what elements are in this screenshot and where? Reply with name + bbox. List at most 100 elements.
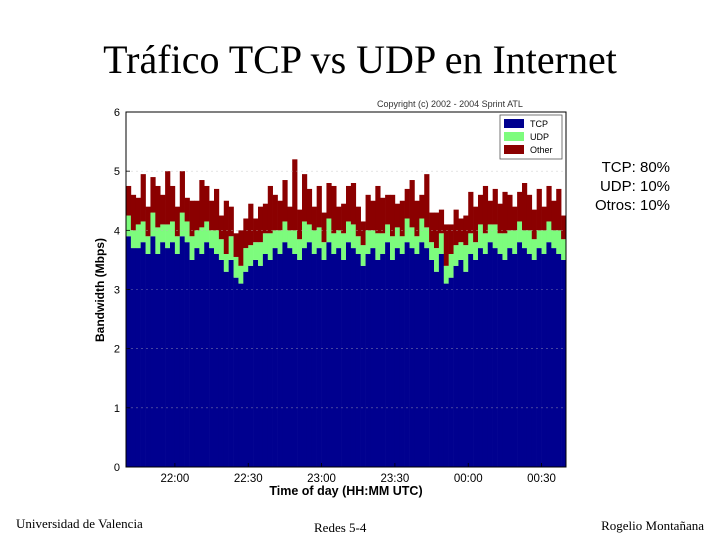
bar-other-20 (223, 200, 229, 254)
bar-udp-28 (262, 233, 269, 254)
bar-tcp-62 (429, 259, 435, 467)
bar-tcp-46 (350, 248, 357, 467)
bar-tcp-22 (233, 277, 239, 467)
bar-udp-23 (238, 265, 244, 284)
bar-udp-32 (282, 221, 288, 243)
bar-other-46 (350, 183, 357, 225)
bar-other-42 (331, 185, 337, 234)
bar-tcp-14 (194, 248, 200, 467)
bar-udp-38 (311, 230, 317, 254)
bar-udp-74 (487, 224, 493, 243)
bar-udp-37 (306, 224, 313, 243)
bar-udp-15 (199, 227, 205, 254)
bar-udp-87 (551, 230, 557, 249)
bar-udp-63 (434, 248, 440, 272)
bars-group (126, 159, 567, 467)
bar-other-24 (243, 218, 249, 249)
bar-tcp-3 (140, 242, 146, 467)
bar-udp-39 (316, 227, 322, 249)
bar-tcp-18 (214, 254, 220, 467)
bar-other-89 (561, 215, 567, 240)
chart-copyright: Copyright (c) 2002 - 2004 Sprint ATL (377, 99, 523, 109)
bar-tcp-36 (302, 248, 308, 467)
bar-udp-72 (478, 224, 484, 249)
bar-tcp-11 (179, 236, 185, 467)
bar-tcp-69 (463, 271, 469, 467)
bar-udp-6 (155, 227, 161, 254)
bar-other-40 (321, 212, 327, 243)
bar-tcp-73 (482, 254, 489, 467)
bar-udp-35 (297, 239, 303, 260)
bar-udp-80 (517, 221, 523, 243)
bar-other-5 (150, 177, 156, 213)
bar-other-9 (170, 185, 176, 222)
bar-other-48 (360, 221, 366, 246)
bar-udp-3 (140, 221, 146, 243)
bar-udp-44 (341, 233, 347, 260)
bar-tcp-9 (170, 242, 176, 467)
bar-udp-58 (409, 227, 415, 249)
bar-tcp-77 (502, 259, 508, 467)
bar-udp-33 (287, 230, 293, 249)
bandwidth-chart: 0 1 2 3 4 5 6 22:00 22:30 23:00 23:30 00:00 00:30 C… (88, 95, 588, 505)
bar-tcp-88 (556, 254, 562, 467)
bar-other-64 (438, 209, 445, 234)
x-tick-label-00:00: 00:00 (454, 473, 483, 485)
bar-udp-12 (184, 221, 190, 243)
bar-udp-21 (228, 236, 234, 260)
bar-other-45 (346, 185, 352, 222)
bar-udp-30 (272, 230, 278, 249)
bar-tcp-60 (419, 242, 425, 467)
bar-tcp-84 (536, 248, 542, 467)
bar-udp-83 (531, 239, 537, 260)
bar-udp-66 (448, 254, 454, 278)
bar-tcp-13 (189, 259, 195, 467)
bar-other-0 (126, 185, 132, 216)
bar-other-21 (228, 206, 234, 237)
bar-other-35 (297, 209, 303, 240)
bar-other-13 (189, 200, 195, 237)
bar-tcp-8 (165, 248, 171, 467)
bar-other-32 (282, 180, 288, 222)
footer-university: Universidad de Valencia (16, 516, 143, 531)
bar-tcp-33 (287, 248, 293, 467)
traffic-share-summary: TCP: 80% UDP: 10% Otros: 10% (572, 158, 670, 215)
bar-tcp-30 (272, 248, 278, 467)
bar-tcp-55 (394, 248, 401, 467)
bar-udp-18 (214, 230, 220, 254)
bar-udp-0 (126, 215, 132, 237)
bar-other-75 (492, 188, 498, 225)
bar-udp-55 (394, 227, 401, 249)
bar-udp-7 (160, 224, 166, 243)
bar-tcp-83 (531, 259, 537, 467)
bar-other-12 (184, 197, 190, 222)
bar-other-76 (497, 203, 503, 234)
bar-other-39 (316, 185, 322, 228)
bar-udp-81 (522, 230, 528, 249)
bar-tcp-50 (370, 248, 376, 467)
bar-tcp-38 (311, 254, 317, 467)
footer-author: Rogelio Montañana (601, 518, 704, 533)
bar-other-83 (531, 209, 537, 240)
stat-other: Otros: 10% (594, 197, 670, 214)
bar-tcp-28 (262, 254, 269, 467)
bar-other-62 (429, 212, 435, 243)
bar-udp-4 (145, 236, 151, 254)
bar-udp-40 (321, 242, 327, 260)
bar-udp-86 (546, 221, 552, 243)
bar-tcp-64 (438, 254, 445, 467)
bar-udp-88 (556, 230, 562, 254)
bar-tcp-23 (238, 283, 244, 467)
x-tick-label-00:30: 00:30 (527, 473, 556, 485)
legend-swatch-tcp (504, 119, 524, 128)
bar-other-31 (277, 200, 283, 231)
bar-other-80 (517, 191, 523, 222)
bar-udp-9 (170, 221, 176, 243)
bar-tcp-82 (526, 254, 533, 467)
bar-tcp-19 (218, 259, 225, 467)
bar-udp-65 (443, 265, 449, 284)
bar-tcp-76 (497, 254, 503, 467)
bar-other-79 (512, 206, 518, 231)
bar-other-41 (326, 183, 332, 219)
bar-other-58 (409, 180, 415, 228)
